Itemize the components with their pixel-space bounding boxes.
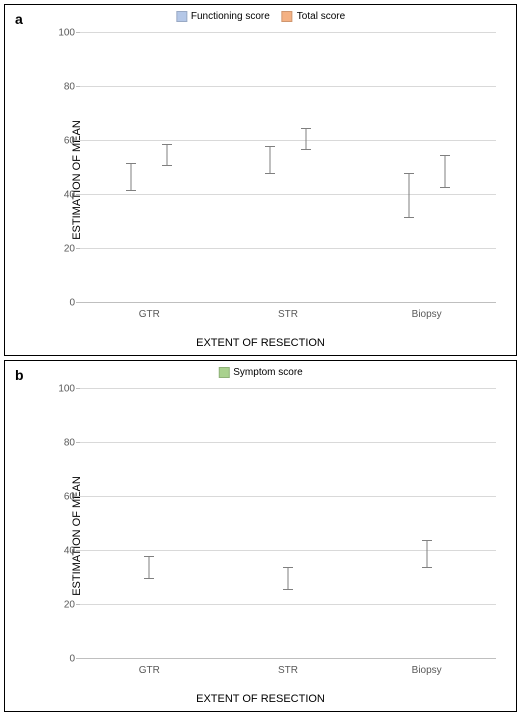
legend-swatch (282, 11, 293, 22)
y-tick-label: 100 (50, 384, 75, 395)
error-bar-stem (270, 146, 271, 173)
error-bar-stem (167, 144, 168, 166)
x-tick-label: Biopsy (412, 665, 442, 676)
error-bar-cap (265, 173, 275, 174)
y-tick-mark (76, 550, 80, 551)
legend-swatch (176, 11, 187, 22)
legend-label: Functioning score (191, 11, 270, 22)
y-tick-mark (76, 496, 80, 497)
panel-a-label: a (15, 11, 23, 27)
x-tick-label: STR (278, 665, 298, 676)
panel-a-plot: 020406080100GTRSTRBiopsy (80, 33, 496, 303)
error-bar-cap (283, 567, 293, 568)
y-tick-mark (76, 248, 80, 249)
gridline (80, 32, 496, 33)
error-bar-cap (162, 144, 172, 145)
error-bar-cap (404, 173, 414, 174)
y-tick-label: 40 (50, 190, 75, 201)
error-bar-cap (265, 146, 275, 147)
error-bar-cap (144, 578, 154, 579)
gridline (80, 86, 496, 87)
gridline (80, 550, 496, 551)
y-tick-label: 0 (50, 654, 75, 665)
panel-b: b Symptom score ESTIMATION OF MEAN 02040… (4, 360, 517, 712)
y-tick-mark (76, 388, 80, 389)
y-tick-mark (76, 604, 80, 605)
legend-item: Total score (282, 11, 345, 22)
y-tick-mark (76, 442, 80, 443)
gridline (80, 604, 496, 605)
y-tick-label: 0 (50, 298, 75, 309)
error-bar-cap (440, 155, 450, 156)
panel-a: a Functioning scoreTotal score ESTIMATIO… (4, 4, 517, 356)
y-tick-mark (76, 194, 80, 195)
gridline (80, 248, 496, 249)
error-bar-cap (144, 556, 154, 557)
x-tick-label: GTR (139, 665, 160, 676)
error-bar-stem (408, 173, 409, 216)
legend-label: Total score (297, 11, 345, 22)
gridline (80, 140, 496, 141)
error-bar-stem (444, 155, 445, 187)
panel-b-legend: Symptom score (218, 367, 302, 378)
y-tick-label: 60 (50, 136, 75, 147)
legend-swatch (218, 367, 229, 378)
y-tick-label: 40 (50, 546, 75, 557)
x-axis-line (80, 302, 496, 303)
error-bar-cap (126, 163, 136, 164)
panel-a-x-label: EXTENT OF RESECTION (196, 337, 325, 349)
error-bar-cap (422, 540, 432, 541)
x-axis-line (80, 658, 496, 659)
gridline (80, 194, 496, 195)
error-bar-cap (301, 128, 311, 129)
error-bar-cap (422, 567, 432, 568)
y-tick-mark (76, 140, 80, 141)
panel-b-plot: 020406080100GTRSTRBiopsy (80, 389, 496, 659)
error-bar-cap (404, 217, 414, 218)
y-tick-label: 20 (50, 600, 75, 611)
error-bar-stem (131, 163, 132, 190)
y-tick-mark (76, 86, 80, 87)
x-tick-label: Biopsy (412, 309, 442, 320)
legend-item: Symptom score (218, 367, 302, 378)
legend-item: Functioning score (176, 11, 270, 22)
error-bar-cap (301, 149, 311, 150)
legend-label: Symptom score (233, 367, 302, 378)
y-tick-mark (76, 32, 80, 33)
y-tick-label: 20 (50, 244, 75, 255)
error-bar-cap (440, 187, 450, 188)
gridline (80, 388, 496, 389)
y-tick-label: 60 (50, 492, 75, 503)
error-bar-cap (162, 165, 172, 166)
y-tick-label: 80 (50, 82, 75, 93)
x-tick-label: GTR (139, 309, 160, 320)
panel-a-legend: Functioning score Total score (176, 11, 345, 22)
x-tick-label: STR (278, 309, 298, 320)
panel-b-x-label: EXTENT OF RESECTION (196, 693, 325, 705)
gridline (80, 442, 496, 443)
y-tick-label: 80 (50, 438, 75, 449)
panel-b-label: b (15, 367, 24, 383)
error-bar-stem (426, 540, 427, 567)
error-bar-cap (126, 190, 136, 191)
error-bar-stem (149, 556, 150, 578)
error-bar-stem (288, 567, 289, 589)
error-bar-cap (283, 589, 293, 590)
y-tick-label: 100 (50, 28, 75, 39)
gridline (80, 496, 496, 497)
error-bar-stem (306, 128, 307, 150)
